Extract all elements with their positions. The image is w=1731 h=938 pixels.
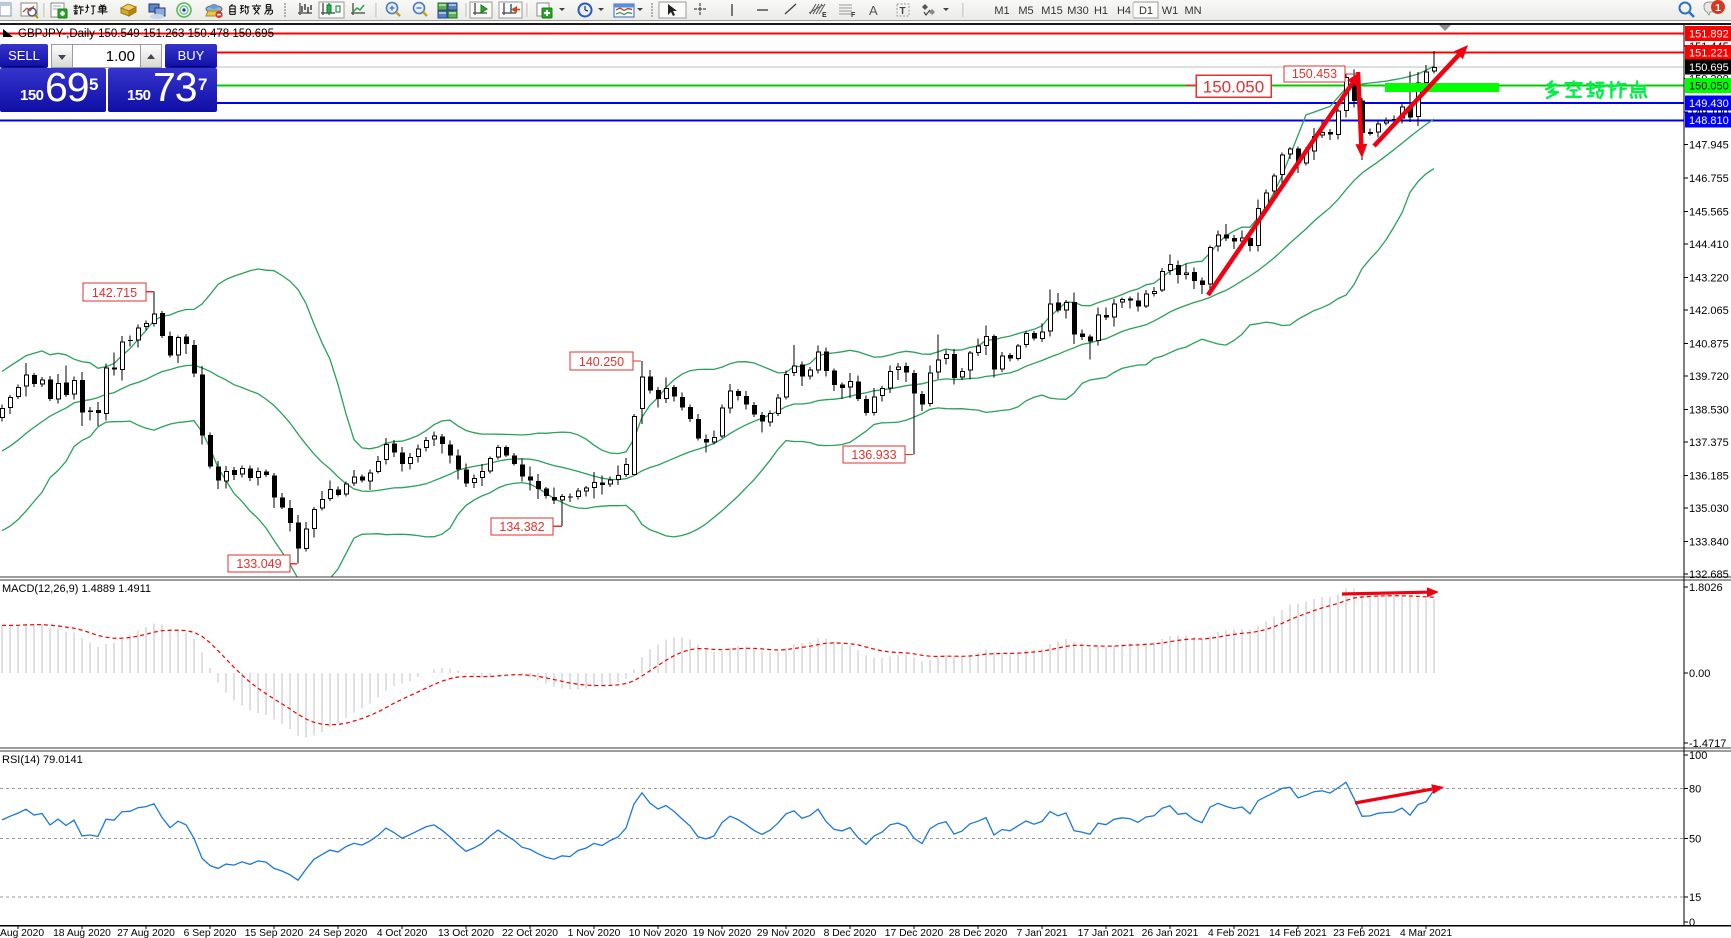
svg-text:15 Sep 2020: 15 Sep 2020 — [245, 928, 304, 938]
svg-text:H4: H4 — [1117, 5, 1131, 17]
svg-text:F: F — [851, 12, 856, 19]
svg-text:1: 1 — [1715, 2, 1721, 14]
svg-text:135.030: 135.030 — [1689, 503, 1729, 515]
svg-text:144.410: 144.410 — [1689, 239, 1729, 251]
svg-text:24 Sep 2020: 24 Sep 2020 — [309, 928, 368, 938]
svg-text:136.185: 136.185 — [1689, 471, 1729, 483]
svg-text:149.100: 149.100 — [1689, 107, 1729, 119]
svg-text:8 Dec 2020: 8 Dec 2020 — [824, 928, 877, 938]
svg-text:1.8026: 1.8026 — [1689, 582, 1723, 594]
svg-text:150.050: 150.050 — [1203, 78, 1264, 97]
svg-text:17 Jan 2021: 17 Jan 2021 — [1078, 928, 1135, 938]
svg-text:MACD(12,26,9) 1.4889 1.4911: MACD(12,26,9) 1.4889 1.4911 — [2, 583, 151, 595]
svg-text:151.221: 151.221 — [1689, 47, 1729, 59]
svg-text:15: 15 — [1689, 892, 1701, 904]
svg-text:50: 50 — [1689, 834, 1701, 846]
svg-text:9 Aug 2020: 9 Aug 2020 — [0, 928, 44, 938]
svg-text:6 Sep 2020: 6 Sep 2020 — [184, 928, 237, 938]
svg-text:26 Jan 2021: 26 Jan 2021 — [1142, 928, 1199, 938]
svg-text:H1: H1 — [1094, 5, 1108, 17]
svg-text:19 Nov 2020: 19 Nov 2020 — [693, 928, 752, 938]
svg-text:140.250: 140.250 — [579, 355, 624, 369]
svg-text:136.933: 136.933 — [851, 448, 896, 462]
svg-text:4 Mar 2021: 4 Mar 2021 — [1400, 928, 1452, 938]
svg-text:151.892: 151.892 — [1689, 29, 1729, 41]
svg-text:D1: D1 — [1139, 5, 1153, 17]
svg-text:139.720: 139.720 — [1689, 371, 1729, 383]
svg-text:17 Dec 2020: 17 Dec 2020 — [885, 928, 944, 938]
svg-text:137.375: 137.375 — [1689, 437, 1729, 449]
svg-text:140.875: 140.875 — [1689, 339, 1729, 351]
svg-text:14 Feb 2021: 14 Feb 2021 — [1269, 928, 1327, 938]
svg-text:T: T — [900, 6, 906, 17]
svg-text:4 Feb 2021: 4 Feb 2021 — [1208, 928, 1260, 938]
svg-text:E: E — [822, 12, 827, 19]
svg-text:13 Oct 2020: 13 Oct 2020 — [438, 928, 494, 938]
svg-text:M15: M15 — [1041, 5, 1062, 17]
svg-text:100: 100 — [1689, 750, 1707, 762]
svg-text:M5: M5 — [1018, 5, 1033, 17]
svg-text:150.050: 150.050 — [1689, 80, 1729, 92]
svg-text:142.715: 142.715 — [92, 286, 137, 300]
svg-text:-1.4717: -1.4717 — [1689, 738, 1726, 750]
svg-text:150.453: 150.453 — [1292, 67, 1337, 81]
svg-text:10 Nov 2020: 10 Nov 2020 — [629, 928, 688, 938]
svg-text:132.685: 132.685 — [1689, 569, 1729, 581]
svg-text:22 Oct 2020: 22 Oct 2020 — [502, 928, 558, 938]
svg-text:146.755: 146.755 — [1689, 173, 1729, 185]
svg-text:7 Jan 2021: 7 Jan 2021 — [1017, 928, 1068, 938]
svg-text:134.382: 134.382 — [499, 520, 544, 534]
svg-text:4 Oct 2020: 4 Oct 2020 — [377, 928, 428, 938]
svg-text:0.00: 0.00 — [1689, 668, 1710, 680]
svg-text:23 Feb 2021: 23 Feb 2021 — [1333, 928, 1391, 938]
svg-text:27 Aug 2020: 27 Aug 2020 — [117, 928, 175, 938]
svg-text:GBPJPY-,Daily 150.549 151.263: GBPJPY-,Daily 150.549 151.263 150.478 15… — [18, 28, 274, 40]
svg-text:RSI(14) 79.0141: RSI(14) 79.0141 — [2, 754, 83, 766]
svg-text:18 Aug 2020: 18 Aug 2020 — [53, 928, 111, 938]
svg-text:138.530: 138.530 — [1689, 405, 1729, 417]
svg-text:29 Nov 2020: 29 Nov 2020 — [757, 928, 816, 938]
svg-text:145.565: 145.565 — [1689, 207, 1729, 219]
svg-text:80: 80 — [1689, 783, 1701, 795]
svg-text:MN: MN — [1184, 5, 1201, 17]
svg-text:1 Nov 2020: 1 Nov 2020 — [568, 928, 621, 938]
svg-text:149.430: 149.430 — [1689, 98, 1729, 110]
svg-text:28 Dec 2020: 28 Dec 2020 — [949, 928, 1008, 938]
svg-text:A: A — [869, 3, 878, 18]
svg-text:M30: M30 — [1067, 5, 1088, 17]
svg-text:M1: M1 — [994, 5, 1009, 17]
svg-text:133.049: 133.049 — [236, 557, 281, 571]
svg-text:148.810: 148.810 — [1689, 115, 1729, 127]
svg-text:147.945: 147.945 — [1689, 140, 1729, 152]
svg-text:W1: W1 — [1162, 5, 1179, 17]
svg-text:0: 0 — [1689, 917, 1695, 929]
svg-text:133.840: 133.840 — [1689, 537, 1729, 549]
svg-text:150.695: 150.695 — [1689, 62, 1729, 74]
svg-text:143.220: 143.220 — [1689, 273, 1729, 285]
svg-text:142.065: 142.065 — [1689, 305, 1729, 317]
